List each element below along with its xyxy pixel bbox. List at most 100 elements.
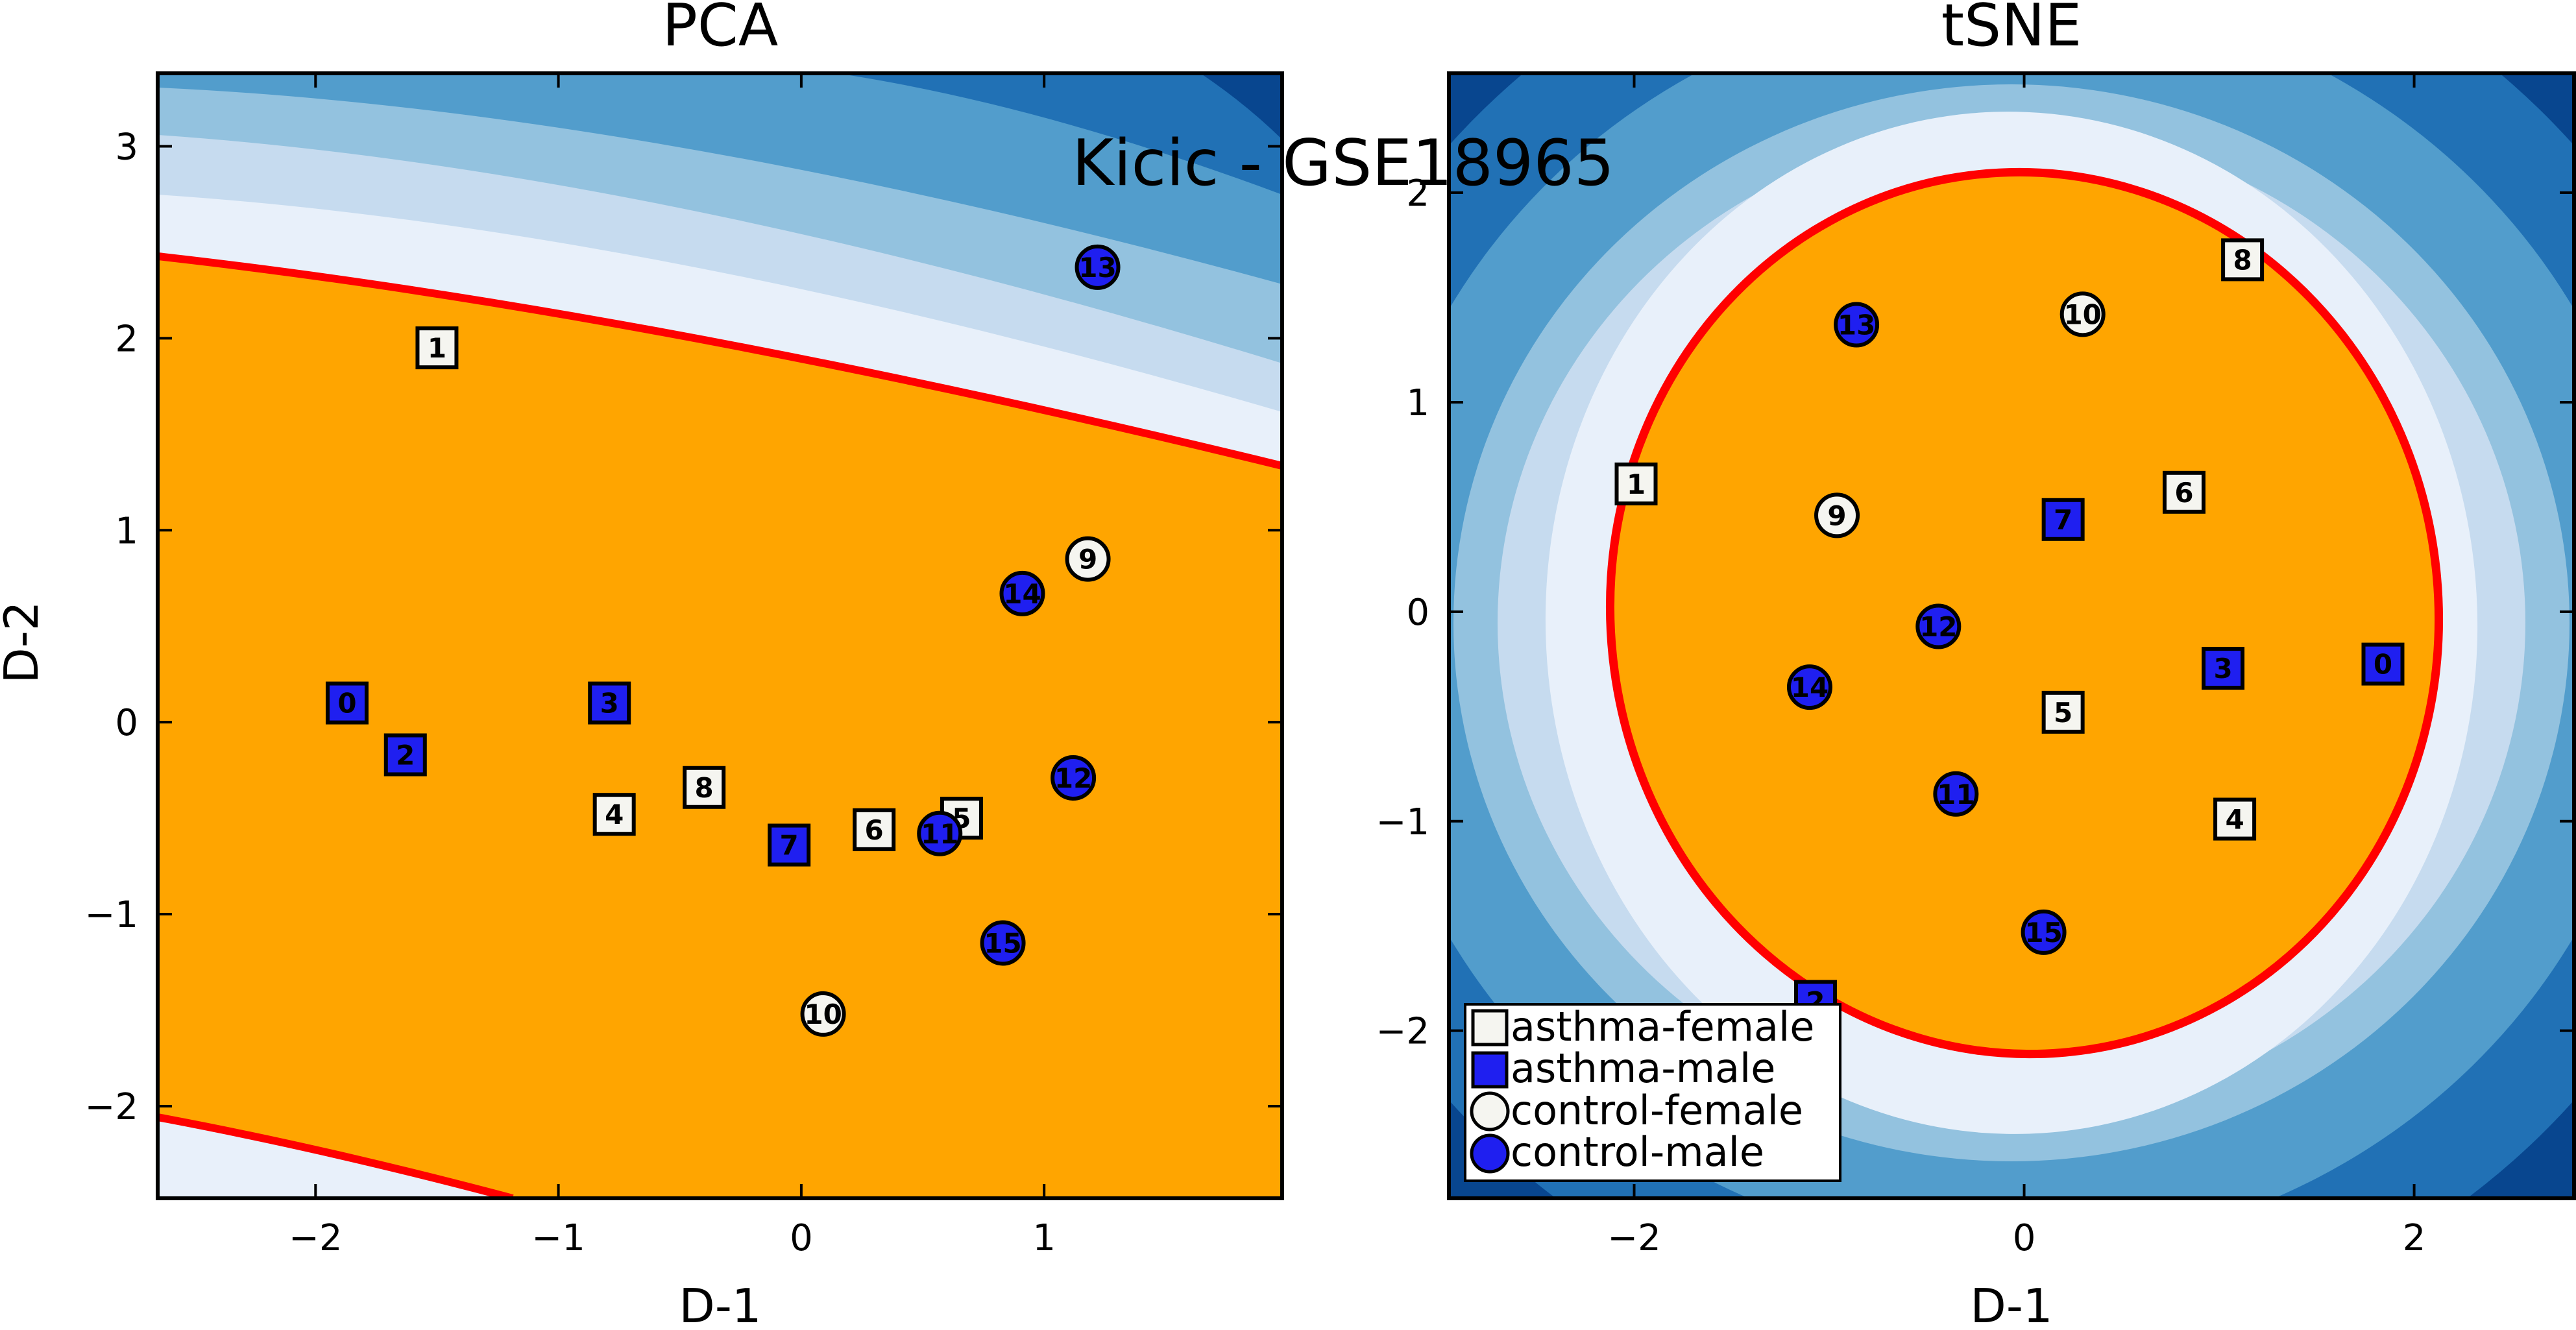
pca-point-label: 4 bbox=[605, 799, 624, 830]
pca-decision-boundary-upper bbox=[158, 252, 1282, 470]
pca-point-label: 0 bbox=[337, 688, 356, 719]
pca-point-asthma-female bbox=[683, 766, 726, 809]
tsne-point-asthma-male bbox=[2202, 647, 2245, 690]
pca-y-axis-label: D-2 bbox=[0, 601, 49, 683]
tsne-point-label: 5 bbox=[2054, 697, 2072, 729]
legend-marker-asthma-male bbox=[1471, 1051, 1509, 1089]
tsne-point-label: 15 bbox=[2024, 917, 2062, 949]
tsne-point-control-male bbox=[2021, 909, 2067, 955]
pca-point-control-male bbox=[980, 920, 1026, 966]
pca-point-asthma-male bbox=[588, 681, 631, 725]
figure-suptitle: Kicic - GSE18965 bbox=[1072, 127, 1614, 200]
pca-point-label: 10 bbox=[804, 998, 842, 1030]
tsne-point-asthma-male bbox=[2041, 498, 2085, 541]
tsne-point-label: 8 bbox=[2233, 244, 2252, 276]
tsne-x-tick-label: 2 bbox=[2403, 1217, 2426, 1259]
tsne-y-tick-label: 2 bbox=[1406, 173, 1429, 215]
tsne-point-label: 3 bbox=[2213, 653, 2232, 684]
tsne-point-label: 0 bbox=[2374, 649, 2392, 681]
pca-point-label: 8 bbox=[695, 772, 714, 804]
tsne-y-tick-label: 0 bbox=[1406, 592, 1429, 634]
tsne-point-asthma-female bbox=[2041, 690, 2085, 734]
legend-marker-control-female bbox=[1470, 1091, 1510, 1131]
tsne-point-label: 11 bbox=[1937, 779, 1975, 810]
pca-x-tick-label: −1 bbox=[531, 1217, 585, 1259]
tsne-x-tick-label: −2 bbox=[1607, 1217, 1661, 1259]
pca-point-control-female bbox=[800, 991, 846, 1037]
tsne-point-asthma-female bbox=[2162, 470, 2205, 514]
pca-point-label: 9 bbox=[1078, 544, 1097, 575]
tsne-point-label: 10 bbox=[2063, 298, 2101, 330]
tsne-plot-frame bbox=[1447, 71, 2576, 1200]
tsne-ticks: −2 0 2 −2 −1 0 1 2 bbox=[1376, 73, 2574, 1259]
pca-point-asthma-female bbox=[415, 326, 459, 370]
tsne-point-label: 14 bbox=[1791, 671, 1829, 703]
tsne-point-asthma-female bbox=[2213, 797, 2257, 841]
legend-marker-asthma-female bbox=[1471, 1009, 1509, 1046]
pca-point-label: 2 bbox=[396, 739, 415, 771]
tsne-point-label: 4 bbox=[2225, 804, 2244, 836]
pca-point-control-male bbox=[1075, 244, 1121, 290]
tsne-x-tick-label: 0 bbox=[2013, 1217, 2036, 1259]
pca-point-label: 1 bbox=[428, 332, 446, 364]
pca-y-tick-label: 3 bbox=[115, 126, 138, 168]
legend-marker-control-male bbox=[1470, 1133, 1510, 1174]
pca-point-label: 7 bbox=[780, 830, 799, 862]
tsne-contours bbox=[1449, 73, 2574, 1198]
tsne-point-control-male bbox=[1915, 603, 1962, 649]
tsne-point-label: 7 bbox=[2054, 504, 2072, 536]
tsne-point-control-male bbox=[1933, 771, 1979, 817]
tsne-y-tick-label: −1 bbox=[1376, 801, 1429, 843]
tsne-y-tick-label: −2 bbox=[1376, 1011, 1429, 1053]
tsne-point-label: 9 bbox=[1827, 500, 1846, 531]
pca-point-control-male bbox=[917, 810, 963, 856]
pca-point-label: 13 bbox=[1078, 252, 1116, 284]
pca-point-control-male bbox=[1051, 755, 1097, 801]
tsne-point-control-male bbox=[1834, 302, 1880, 348]
pca-point-label: 11 bbox=[921, 818, 958, 850]
pca-point-asthma-female bbox=[853, 808, 896, 851]
tsne-y-tick-label: 1 bbox=[1406, 382, 1429, 424]
pca-point-asthma-female bbox=[592, 793, 636, 836]
pca-y-tick-label: −2 bbox=[84, 1086, 138, 1128]
tsne-point-label: 6 bbox=[2174, 477, 2193, 509]
pca-point-label: 14 bbox=[1003, 578, 1041, 610]
tsne-title: tSNE bbox=[1941, 0, 2082, 60]
pca-point-asthma-male bbox=[768, 823, 811, 867]
pca-point-label: 12 bbox=[1054, 762, 1092, 794]
pca-y-tick-label: 1 bbox=[115, 510, 138, 552]
legend-box bbox=[1464, 1003, 1841, 1182]
tsne-point-control-female bbox=[2060, 291, 2106, 337]
pca-point-label: 3 bbox=[600, 688, 619, 719]
pca-x-axis-label: D-1 bbox=[679, 1279, 761, 1330]
tsne-x-axis-label: D-1 bbox=[1970, 1279, 2052, 1330]
tsne-point-label: 1 bbox=[1627, 468, 1646, 500]
tsne-point-asthma-male bbox=[2361, 642, 2405, 686]
tsne-point-asthma-female bbox=[1614, 462, 1658, 505]
pca-point-label: 15 bbox=[984, 927, 1021, 959]
pca-x-tick-label: −2 bbox=[289, 1217, 343, 1259]
pca-x-tick-label: 0 bbox=[790, 1217, 813, 1259]
tsne-point-control-male bbox=[1786, 664, 1832, 710]
pca-decision-boundary-lower bbox=[158, 1113, 514, 1198]
pca-point-control-female bbox=[1065, 536, 1111, 582]
tsne-point-control-female bbox=[1814, 492, 1860, 538]
legend-label-control-male: control-male bbox=[1511, 1128, 1764, 1176]
pca-y-tick-label: 2 bbox=[115, 318, 138, 360]
pca-point-asthma-male bbox=[325, 681, 369, 725]
legend-label-asthma-male: asthma-male bbox=[1511, 1045, 1775, 1092]
pca-y-tick-label: 0 bbox=[115, 702, 138, 744]
pca-title: PCA bbox=[662, 0, 779, 60]
pca-point-label: 6 bbox=[865, 814, 884, 846]
legend-label-control-female: control-female bbox=[1511, 1087, 1803, 1134]
pca-y-tick-label: −1 bbox=[84, 894, 138, 936]
pca-point-asthma-male bbox=[383, 733, 427, 777]
pca-plot-frame bbox=[156, 71, 1284, 1200]
legend: asthma-female asthma-male control-female… bbox=[1464, 1003, 1841, 1182]
